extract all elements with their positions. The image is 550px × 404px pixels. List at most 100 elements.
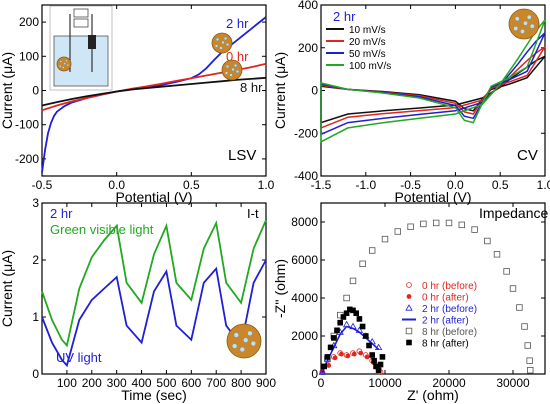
x-tick-label: -0.5 [32,178,53,192]
particle-dot [232,343,238,349]
particle-dot [58,64,62,68]
data-point [509,285,517,292]
legend-entry-label: 2 hr (before) [422,304,477,315]
x-tick-label: 500 [156,376,176,390]
x-tick-label: 600 [181,376,201,390]
panel-label-lsv: LSV [228,147,256,164]
particle-dot [233,332,239,338]
y-tick-label: 0 [32,84,39,98]
legend-entry: 2 hr (before) [405,304,477,315]
y-tick-label: -400 [294,169,318,183]
electrode-plate [88,35,96,49]
data-point [375,367,382,373]
particle-dot [225,42,230,47]
cv-loop-20-mV-s [320,46,546,130]
y-axis-label: Current (μA) [0,250,15,327]
data-point [339,351,344,357]
x-tick-label: 1.0 [537,178,550,192]
data-point [337,319,343,326]
data-point [351,351,357,357]
cv-loop-50-mV-s [320,32,546,136]
data-point [381,235,389,243]
data-point [368,247,376,254]
x-tick-label: 10000 [368,376,402,390]
x-axis-label: Z' (ohm) [407,387,459,403]
data-point [332,355,338,361]
particle-dot [520,29,525,34]
data-point [379,354,386,360]
data-point [331,335,337,341]
particle-2hr-icon [211,32,233,54]
y-tick-label: 1 [32,310,39,324]
data-point [340,314,347,320]
series-2-hr-after- [321,325,380,373]
data-point [432,219,440,227]
plot-frame [41,202,267,375]
data-point [347,306,353,313]
particle-dot [215,37,220,42]
data-point [521,323,528,330]
data-point [326,363,332,368]
data-point [343,294,350,302]
particle-dot [59,60,63,63]
x-tick-label: 100 [57,376,77,390]
data-point [471,226,478,233]
data-point [405,304,413,311]
x-tick-label: 200 [82,376,102,390]
x-tick-label: 900 [256,376,276,390]
y-tick-label: 200 [298,41,318,55]
y-tick-label: 0 [311,84,318,98]
data-point [524,342,531,349]
data-point [493,251,501,258]
meter-box-2 [73,18,89,28]
data-point [369,352,375,358]
y-tick-label: 2000 [291,329,318,343]
legend-entry: 0 hr (before) [406,281,477,292]
series-label-2hr: 2 hr [226,16,249,31]
data-point [420,220,427,228]
series-line-Green-visible-light [41,219,267,348]
legend-entry-label: 0 hr (before) [422,281,477,292]
y-axis-label: -Z'' (ohm) [272,259,288,318]
x-tick-label: 1.0 [258,178,275,192]
data-point [327,344,334,351]
series-label-green-light: Green visible light [50,222,154,237]
data-point [371,357,377,364]
panel-3-axes: 0 10000 20000 30000 0 2000 4000 6000 8000 Z' (ohm… [272,202,546,403]
series-label-8hr: 8 hr [240,80,263,95]
x-tick-label: 700 [206,376,226,390]
data-point [321,363,327,370]
y-tick-label: 200 [19,15,39,29]
x-tick-label: 0.5 [492,178,509,192]
legend-entry: 8 hr (after) [406,339,469,350]
data-point [334,327,340,334]
x-tick-label: -0.5 [400,178,421,192]
panel-label-it: I-t [247,206,259,221]
data-point [406,339,412,346]
x-tick-label: 400 [132,376,152,390]
y-tick-label: 8000 [291,215,318,229]
data-point [353,310,359,316]
panel-0-axes: -0.5 0.0 0.5 1.0 -200 -100 0 100 200 Potential (V… [0,4,275,205]
series-line-UV-light [41,259,267,368]
particle-it-icon [226,323,262,359]
data-point [359,260,366,267]
x-tick-label: 30000 [496,376,530,390]
series-label-uv-light: UV light [56,350,102,365]
legend-entry: 0 hr (after) [406,293,469,304]
particle-dot [224,71,229,75]
data-point [394,228,401,235]
data-point [358,350,364,356]
legend-entry-label: 8 hr (before) [422,327,477,338]
meter-box [73,8,89,18]
data-point [359,323,366,330]
data-point [405,327,413,335]
particle-cv-icon [508,8,540,40]
particle-dot [235,69,240,74]
panel-1-axes: -1.5 -1.0 -0.5 0.0 0.5 1.0 -400 -200 0 200 400 Pote… [272,0,550,205]
legend-entry-label: 10 mV/s [349,25,386,36]
particle-dot [513,26,519,31]
data-point [318,368,326,375]
particle-dot [214,44,219,48]
